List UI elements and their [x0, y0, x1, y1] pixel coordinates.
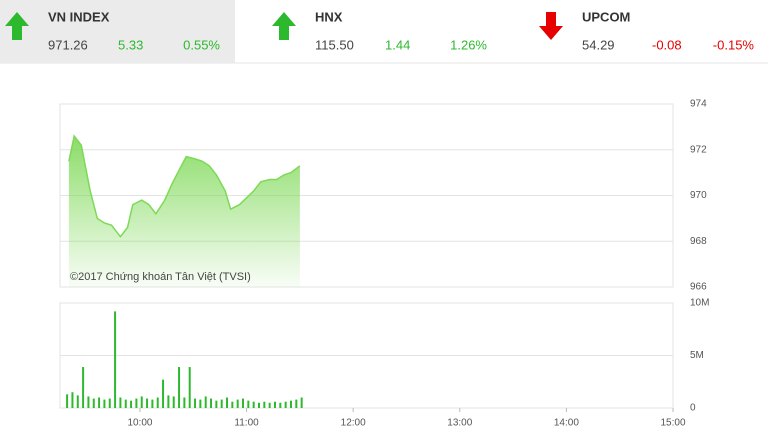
volume-bar — [124, 399, 127, 408]
volume-bar — [130, 400, 133, 408]
volume-bar — [183, 397, 186, 408]
index-tile[interactable]: VN INDEX 971.26 5.33 0.55% — [0, 0, 235, 63]
y-tick-label: 5M — [690, 350, 704, 361]
volume-bar — [289, 400, 292, 408]
volume-bar — [242, 398, 245, 408]
volume-bar — [71, 392, 74, 408]
x-tick-label: 15:00 — [660, 418, 685, 429]
volume-bar — [247, 400, 250, 408]
volume-bar — [215, 400, 218, 408]
volume-bar — [92, 398, 95, 408]
y-tick-label: 970 — [690, 190, 707, 201]
index-percent: 0.55% — [183, 37, 220, 52]
volume-bar — [258, 402, 261, 408]
volume-bar — [66, 394, 69, 408]
volume-bar — [263, 401, 266, 408]
volume-bar — [103, 399, 106, 408]
y-tick-label: 10M — [690, 298, 709, 309]
volume-bar — [236, 399, 239, 408]
volume-bar — [135, 398, 138, 408]
volume-bar — [284, 401, 287, 408]
trend-arrow — [539, 12, 563, 40]
volume-bar — [82, 367, 85, 408]
volume-bar — [146, 398, 149, 408]
index-value: 971.26 — [48, 37, 88, 52]
volume-bar — [231, 401, 234, 408]
trend-arrow — [5, 12, 29, 40]
volume-bar — [140, 396, 143, 408]
volume-bar — [151, 399, 154, 408]
volume-bar — [295, 399, 298, 408]
volume-bar — [156, 397, 159, 408]
index-value: 54.29 — [582, 37, 615, 52]
volume-bar — [268, 402, 271, 408]
index-change: -0.08 — [652, 37, 682, 52]
tile-background — [0, 0, 235, 63]
volume-bar — [114, 311, 117, 408]
y-tick-label: 0 — [690, 403, 696, 414]
x-tick-label: 14:00 — [554, 418, 579, 429]
y-tick-label: 974 — [690, 99, 707, 110]
y-tick-label: 966 — [690, 282, 707, 293]
volume-bar — [87, 396, 90, 408]
volume-bar — [204, 396, 207, 408]
volume-bar — [188, 367, 191, 408]
index-name: HNX — [315, 9, 343, 24]
index-change: 5.33 — [118, 37, 143, 52]
volume-bar — [167, 395, 170, 408]
price-line — [68, 134, 301, 238]
volume-bar — [108, 398, 111, 408]
x-tick-label: 13:00 — [447, 418, 472, 429]
volume-bar — [252, 401, 255, 408]
x-tick-label: 10:00 — [127, 418, 152, 429]
volume-bar — [279, 402, 282, 408]
volume-bar — [210, 398, 213, 408]
y-tick-label: 972 — [690, 144, 707, 155]
y-tick-label: 968 — [690, 236, 707, 247]
volume-bar — [119, 397, 122, 408]
index-name: VN INDEX — [48, 9, 110, 24]
volume-bar — [220, 399, 223, 408]
index-name: UPCOM — [582, 9, 630, 24]
index-percent: -0.15% — [713, 37, 755, 52]
volume-bar — [300, 397, 303, 408]
volume-bar — [194, 398, 197, 408]
copyright-note: ©2017 Chứng khoán Tân Việt (TVSI) — [70, 271, 251, 283]
volume-bar — [76, 395, 79, 408]
volume-bar — [98, 397, 101, 408]
index-tile[interactable]: UPCOM 54.29 -0.08 -0.15% — [539, 9, 754, 52]
index-change: 1.44 — [385, 37, 410, 52]
x-tick-label: 11:00 — [234, 418, 259, 429]
x-tick-label: 12:00 — [341, 418, 366, 429]
volume-bar — [273, 401, 276, 408]
volume-bar — [178, 367, 181, 408]
index-value: 115.50 — [315, 37, 354, 52]
volume-bar — [199, 399, 202, 408]
index-percent: 1.26% — [450, 37, 487, 52]
index-tile[interactable]: HNX 115.50 1.44 1.26% — [272, 9, 487, 52]
volume-bar — [162, 379, 165, 408]
trend-arrow — [272, 12, 296, 40]
volume-bar — [172, 396, 175, 408]
price-area — [68, 136, 300, 287]
volume-bar — [226, 397, 229, 408]
